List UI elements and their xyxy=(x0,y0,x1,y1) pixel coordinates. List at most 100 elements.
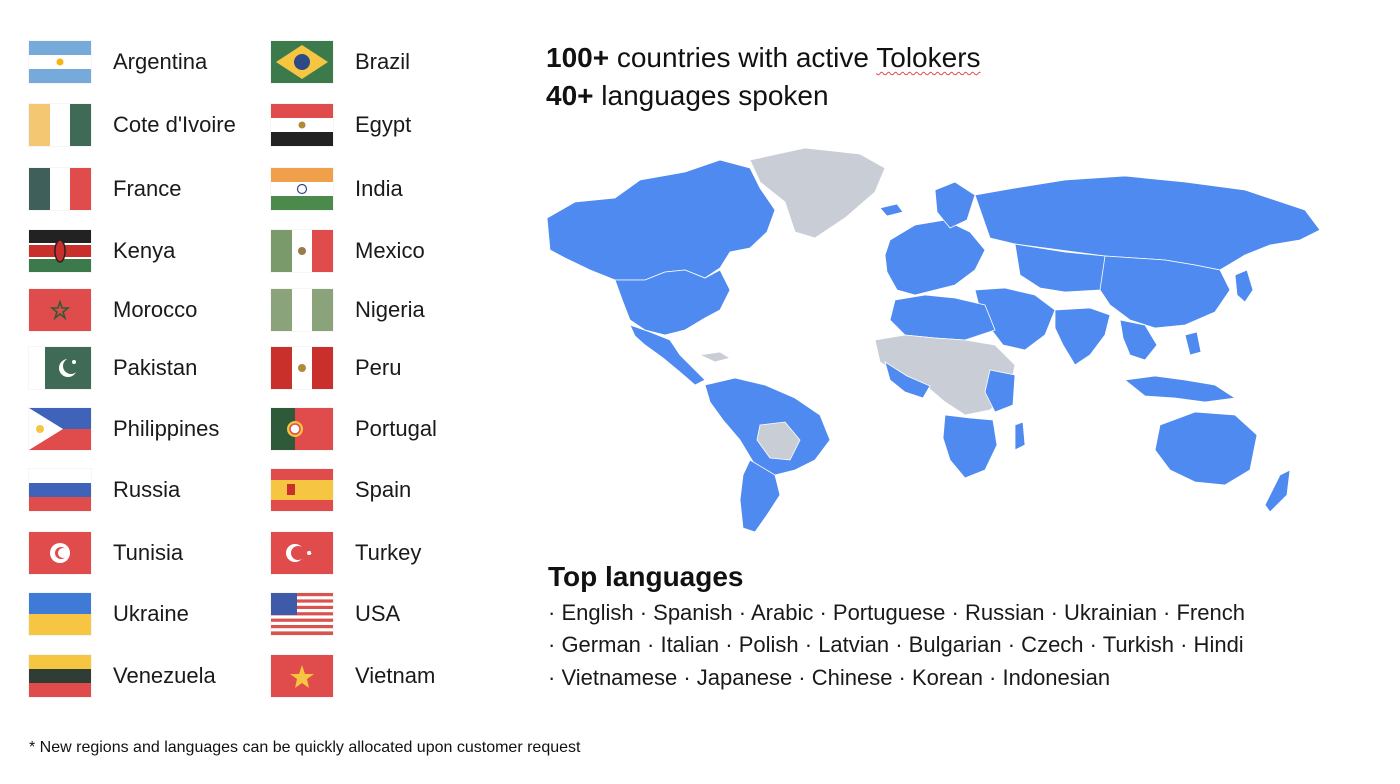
country-name: Argentina xyxy=(113,49,208,74)
countries-count: 100+ xyxy=(546,42,610,73)
russia-flag-icon xyxy=(29,469,91,511)
country-item-turkey: Turkey xyxy=(271,531,421,575)
map-region-bolivia-paraguay xyxy=(756,421,801,461)
mexico-flag-icon xyxy=(271,230,333,272)
tolokers-word: Tolokers xyxy=(876,42,981,73)
map-region-southern-cone xyxy=(739,459,781,533)
kenya-flag-icon xyxy=(29,230,91,272)
country-name: Pakistan xyxy=(113,355,198,380)
map-region-new-zealand xyxy=(1264,469,1291,513)
map-region-west-africa xyxy=(884,361,931,399)
turkey-flag-icon xyxy=(271,532,333,574)
country-name: India xyxy=(355,176,403,201)
pakistan-flag-icon xyxy=(29,347,91,389)
usa-flag-icon xyxy=(271,593,333,635)
country-name: Vietnam xyxy=(355,663,436,688)
map-region-indonesia xyxy=(1124,375,1237,403)
map-region-greenland xyxy=(749,147,886,239)
country-item-brazil: Brazil xyxy=(271,40,410,84)
philippines-flag-icon xyxy=(29,408,91,450)
headline-languages: 40+ languages spoken xyxy=(546,80,829,112)
france-flag-icon xyxy=(29,168,91,210)
country-item-tunisia: Tunisia xyxy=(29,531,183,575)
map-region-north-africa xyxy=(889,294,996,341)
nigeria-flag-icon xyxy=(271,289,333,331)
map-region-east-asia xyxy=(1099,255,1231,329)
headline-countries: 100+ countries with active Tolokers xyxy=(546,42,981,74)
country-name: Nigeria xyxy=(355,297,425,322)
map-region-japan xyxy=(1234,269,1254,303)
country-item-peru: Peru xyxy=(271,346,401,390)
map-region-russia xyxy=(974,175,1321,271)
languages-count: 40+ xyxy=(546,80,594,111)
cote-divoire-flag-icon xyxy=(29,104,91,146)
country-name: Mexico xyxy=(355,238,425,263)
country-item-russia: Russia xyxy=(29,468,180,512)
country-name: Turkey xyxy=(355,540,422,565)
map-region-usa xyxy=(614,269,731,336)
country-item-vietnam: Vietnam xyxy=(271,654,435,698)
footnote: * New regions and languages can be quick… xyxy=(29,739,581,756)
map-region-southern-africa xyxy=(942,414,998,479)
portugal-flag-icon xyxy=(271,408,333,450)
country-name: Spain xyxy=(355,477,412,502)
country-name: Brazil xyxy=(355,49,411,74)
country-name: Kenya xyxy=(113,238,176,263)
argentina-flag-icon xyxy=(29,41,91,83)
country-item-portugal: Portugal xyxy=(271,407,437,451)
tunisia-flag-icon xyxy=(29,532,91,574)
country-item-pakistan: Pakistan xyxy=(29,346,197,390)
country-item-venezuela: Venezuela xyxy=(29,654,216,698)
map-region-scandinavia xyxy=(934,181,976,229)
country-name: Ukraine xyxy=(113,601,189,626)
country-name: Peru xyxy=(355,355,402,380)
languages-line-1: · English · Spanish · Arabic · Portugues… xyxy=(548,600,1245,625)
map-region-iceland xyxy=(879,203,904,217)
country-item-nigeria: Nigeria xyxy=(271,288,425,332)
ukraine-flag-icon xyxy=(29,593,91,635)
country-item-ukraine: Ukraine xyxy=(29,592,189,636)
country-item-cote-divoire: Cote d'Ivoire xyxy=(29,103,236,147)
country-item-argentina: Argentina xyxy=(29,40,207,84)
egypt-flag-icon xyxy=(271,104,333,146)
country-item-egypt: Egypt xyxy=(271,103,411,147)
country-name: Morocco xyxy=(113,297,198,322)
map-region-philippines xyxy=(1184,331,1202,356)
map-region-madagascar xyxy=(1014,421,1026,451)
country-item-morocco: Morocco xyxy=(29,288,197,332)
map-region-india xyxy=(1054,307,1111,366)
country-name: Portugal xyxy=(355,416,437,441)
brazil-flag-icon xyxy=(271,41,333,83)
india-flag-icon xyxy=(271,168,333,210)
languages-text: languages spoken xyxy=(601,80,829,111)
map-region-southeast-asia xyxy=(1119,319,1158,361)
country-item-france: France xyxy=(29,167,181,211)
map-region-north-america-north xyxy=(546,159,776,281)
peru-flag-icon xyxy=(271,347,333,389)
map-region-central-america xyxy=(629,324,706,386)
countries-text: countries with active xyxy=(616,42,869,73)
country-name: Egypt xyxy=(355,112,412,137)
country-name: Cote d'Ivoire xyxy=(113,112,236,137)
country-name: USA xyxy=(355,601,401,626)
country-item-kenya: Kenya xyxy=(29,229,175,273)
map-region-australia xyxy=(1154,411,1258,486)
map-region-europe xyxy=(884,219,986,296)
languages-line-3: · Vietnamese · Japanese · Chinese · Kore… xyxy=(548,665,1111,690)
vietnam-flag-icon xyxy=(271,655,333,697)
country-name: Philippines xyxy=(113,416,220,441)
languages-line-2: · German · Italian · Polish · Latvian · … xyxy=(548,632,1244,657)
country-item-mexico: Mexico xyxy=(271,229,425,273)
country-name: Tunisia xyxy=(113,540,184,565)
country-item-spain: Spain xyxy=(271,468,411,512)
venezuela-flag-icon xyxy=(29,655,91,697)
country-name: France xyxy=(113,176,182,201)
country-item-philippines: Philippines xyxy=(29,407,219,451)
country-item-usa: USA xyxy=(271,592,400,636)
morocco-flag-icon xyxy=(29,289,91,331)
country-name: Russia xyxy=(113,477,181,502)
map-region-east-africa xyxy=(984,369,1016,413)
country-item-india: India xyxy=(271,167,403,211)
country-name: Venezuela xyxy=(113,663,216,688)
spain-flag-icon xyxy=(271,469,333,511)
